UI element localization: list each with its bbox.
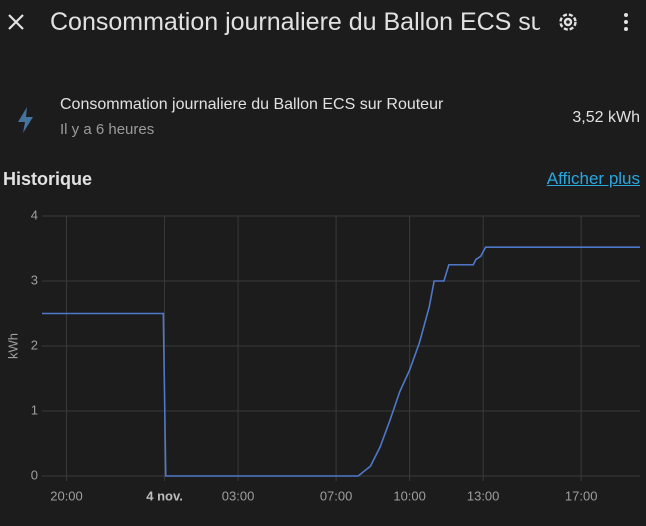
close-button[interactable]: [8, 14, 24, 30]
menu-button[interactable]: [624, 13, 628, 31]
y-tick-label: 0: [31, 467, 38, 482]
dialog-title: Consommation journaliere du Ballon ECS s…: [50, 8, 540, 36]
x-tick-label: 17:00: [565, 488, 598, 503]
x-tick-label: 03:00: [222, 488, 255, 503]
data-line: [42, 246, 640, 477]
section-title: Historique: [3, 169, 93, 189]
entity-name: Consommation journaliere du Ballon ECS s…: [60, 96, 444, 113]
x-tick-label: 10:00: [393, 488, 426, 503]
settings-button[interactable]: [559, 13, 577, 31]
x-tick-label: 13:00: [467, 488, 500, 503]
x-tick-label: 20:00: [50, 488, 83, 503]
toolbar-icons: [8, 13, 628, 31]
chart: 0 1 2 3 4 20:00 4 nov. 03:00 07:00 10:00 13:00 17:0…: [5, 207, 640, 503]
entity-state: 3,52 kWh: [572, 109, 640, 126]
last-changed: Il y a 6 heures: [60, 121, 155, 138]
y-tick-label: 1: [31, 402, 38, 417]
entity-icon: [18, 107, 33, 133]
x-tick-label: 07:00: [320, 488, 353, 503]
x-tick-label: 4 nov.: [146, 488, 183, 503]
y-axis-label: kWh: [5, 333, 20, 359]
show-more-link[interactable]: Afficher plus: [546, 169, 640, 188]
y-tick-label: 3: [31, 272, 38, 287]
y-tick-label: 4: [31, 207, 38, 222]
y-tick-label: 2: [31, 337, 38, 352]
